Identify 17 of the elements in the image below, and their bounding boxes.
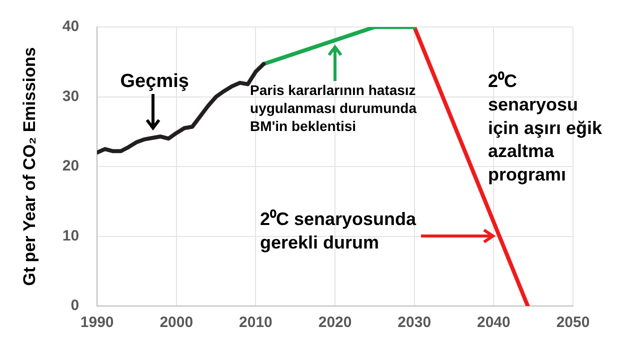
y-axis-title: Gt per Year of CO₂ Emissions: [20, 47, 39, 286]
y-tick-label: 20: [62, 158, 80, 175]
x-tick-label: 1990: [80, 314, 114, 332]
annotation: 2⁰C senaryosunda gerekli durum: [260, 208, 418, 252]
annotation: 2⁰C senaryosu için aşırı eğik azaltma programı: [488, 70, 604, 185]
x-tick-label: 2010: [239, 314, 272, 332]
y-tick-label: 40: [62, 18, 80, 36]
y-tick-label: 30: [62, 88, 80, 105]
y-tick-label: 0: [70, 297, 80, 314]
annotation: Paris kararlarının hatasız uygulanması durumunda BM'in beklentisi: [250, 82, 417, 134]
x-tick-label: 2000: [160, 314, 194, 332]
y-tick-label: 10: [62, 227, 80, 244]
x-tick-label: 2020: [318, 314, 352, 332]
annotation: Geçmiş: [120, 70, 189, 92]
x-tick-label: 2050: [556, 314, 590, 332]
x-tick-label: 2030: [398, 314, 432, 332]
x-tick-label: 2040: [476, 314, 510, 332]
